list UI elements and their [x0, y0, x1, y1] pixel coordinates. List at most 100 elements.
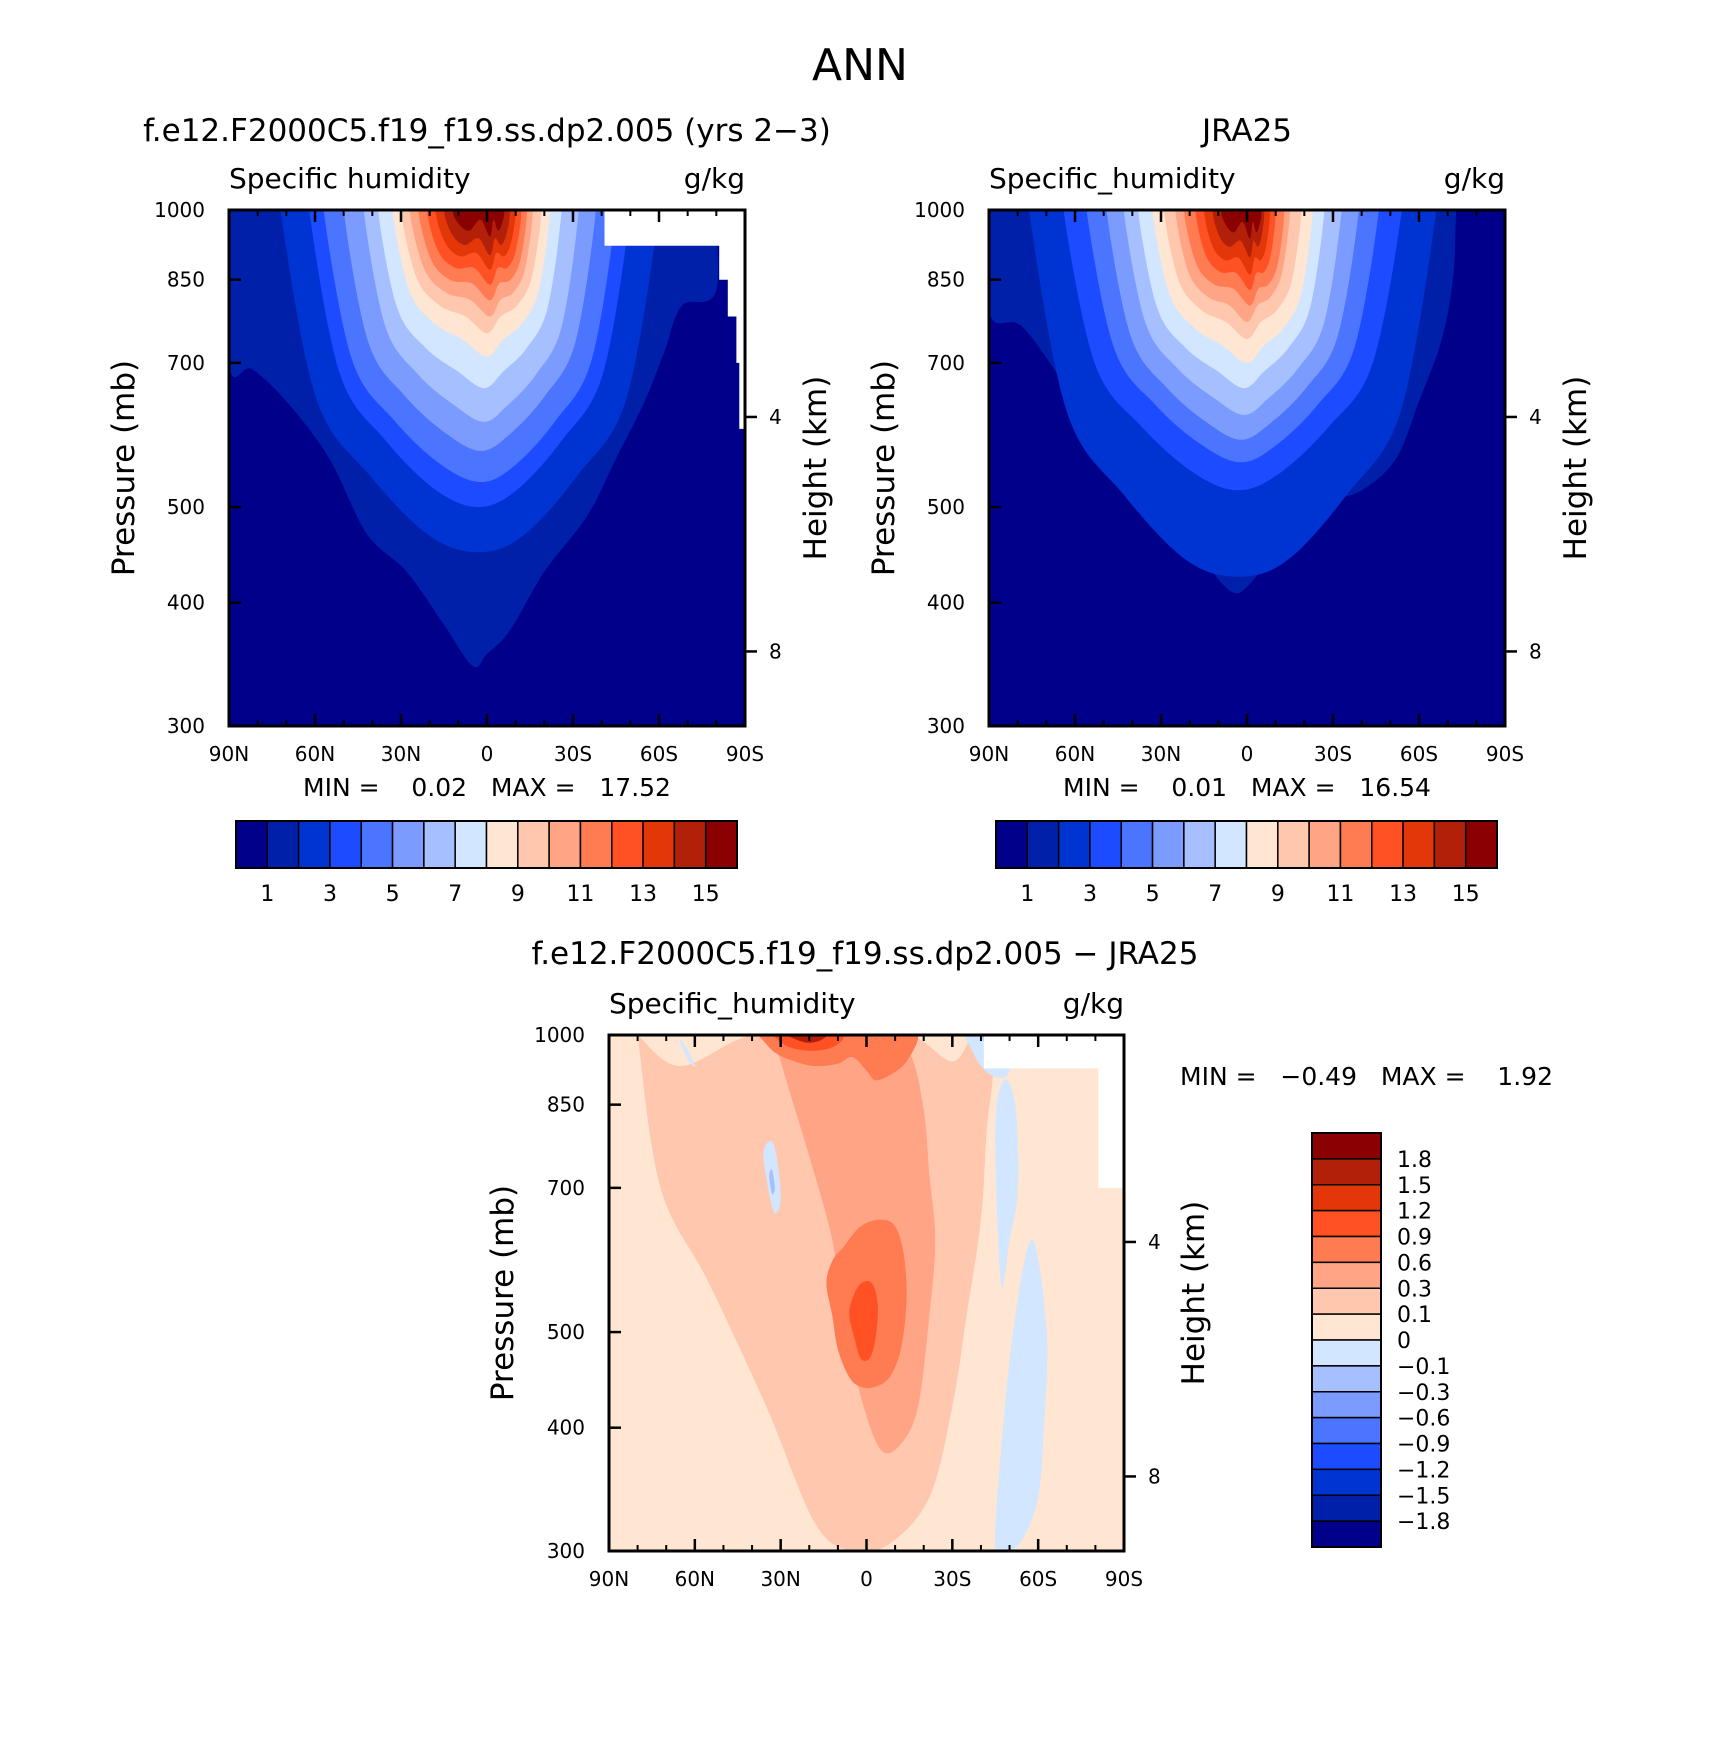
x-tick-label: 0	[1241, 742, 1254, 766]
field-label: Specific humidity	[229, 162, 471, 195]
colorbar-box	[1311, 1442, 1382, 1471]
colorbar-box	[704, 820, 738, 869]
colorbar-box	[1026, 820, 1060, 869]
colorbar-box	[1311, 1313, 1382, 1341]
panel-title: f.e12.F2000C5.f19_f19.ss.dp2.005 (yrs 2−…	[143, 113, 831, 149]
x-tick-label: 60N	[295, 742, 335, 766]
colorbar-box	[1311, 1365, 1382, 1393]
colorbar: 1 3 5 7 9 11 13 15	[995, 820, 1498, 907]
plot-axes: 90N 60N 30N 0 30S 60S 90S 300 400 500 700 850 1000 8 4	[534, 1023, 1161, 1591]
contour-band-12	[768, 1035, 844, 1051]
colorbar-box	[266, 820, 300, 869]
colorbar-box	[1311, 1494, 1382, 1522]
y-tick-label: 850	[927, 268, 965, 292]
colorbar-box	[611, 820, 644, 869]
y2-tick-label: 8	[769, 639, 782, 663]
contour-plot	[229, 210, 745, 726]
y2-tick-label: 4	[1148, 1230, 1161, 1254]
colorbar-box	[1057, 820, 1091, 869]
panel-title: JRA25	[1200, 113, 1292, 149]
panel-reanalysis: JRA25 Specific_humidity g/kg 90N 60N 30N 0 3…	[866, 113, 1594, 907]
y-tick-label: 400	[927, 591, 965, 615]
colorbar-tick-label: −1.2	[1397, 1458, 1450, 1483]
y-tick-label: 400	[547, 1416, 585, 1440]
colorbar-box	[1214, 820, 1248, 869]
colorbar-box	[1089, 820, 1122, 869]
colorbar-box	[1311, 1339, 1382, 1367]
x-tick-label: 90N	[589, 1567, 629, 1591]
colorbar-box	[1464, 820, 1498, 869]
y-axis-title: Pressure (mb)	[866, 360, 902, 576]
colorbar-box	[995, 820, 1029, 869]
y-tick-label: 1000	[914, 198, 965, 222]
colorbar-box	[297, 820, 331, 869]
colorbar-box	[1120, 820, 1154, 869]
y-tick-label: 400	[167, 591, 205, 615]
y-tick-label: 1000	[534, 1023, 585, 1047]
contour-band-7	[679, 1038, 695, 1067]
field-label: Specific_humidity	[989, 162, 1236, 195]
x-tick-label: 30N	[1141, 742, 1181, 766]
panel-difference: f.e12.F2000C5.f19_f19.ss.dp2.005 − JRA25…	[485, 936, 1553, 1591]
y2-tick-label: 4	[769, 405, 782, 429]
x-tick-label: 30N	[760, 1567, 800, 1591]
colorbar-tick-label: 9	[511, 882, 525, 907]
colorbar: 1 3 5 7 9 11 13 15	[235, 820, 738, 907]
colorbar-tick-label: 7	[1208, 882, 1222, 907]
x-tick-label: 60N	[1055, 742, 1095, 766]
x-tick-label: 60S	[640, 742, 678, 766]
x-tick-label: 90S	[726, 742, 764, 766]
colorbar-box	[1151, 820, 1185, 869]
colorbar-tick-label: 5	[1146, 882, 1160, 907]
y-axis-title: Pressure (mb)	[106, 360, 142, 576]
contour-band-15	[1221, 210, 1262, 239]
colorbar-tick-label: 11	[566, 882, 594, 907]
colorbar-box	[517, 820, 550, 869]
colorbar-tick-label: −0.6	[1397, 1407, 1450, 1432]
x-tick-label: 0	[860, 1567, 873, 1591]
min-max-label: MIN = −0.49 MAX = 1.92	[1180, 1062, 1553, 1091]
y-tick-label: 700	[167, 351, 205, 375]
colorbar-tick-label: 0.1	[1397, 1303, 1432, 1328]
y-tick-label: 850	[167, 268, 205, 292]
colorbar-box	[673, 820, 707, 869]
colorbar-box	[1402, 820, 1436, 869]
x-tick-label: 30S	[933, 1567, 971, 1591]
colorbar-box	[360, 820, 394, 869]
colorbar-tick-label: −1.5	[1397, 1484, 1450, 1509]
colorbar-tick-label: 0.9	[1397, 1226, 1432, 1251]
colorbar-tick-label: 1.8	[1397, 1148, 1432, 1173]
colorbar-tick-label: 11	[1326, 882, 1354, 907]
colorbar-tick-label: 1.5	[1397, 1174, 1432, 1199]
colorbar-box	[1339, 820, 1373, 869]
colorbar-box	[1311, 1391, 1382, 1419]
units-label: g/kg	[1444, 162, 1505, 195]
y2-axis-title: Height (km)	[1558, 376, 1594, 561]
colorbar-box	[1311, 1520, 1382, 1548]
x-tick-label: 90N	[969, 742, 1009, 766]
colorbar-box	[391, 820, 425, 869]
colorbar-tick-label: −0.3	[1397, 1381, 1450, 1406]
colorbar-tick-label: 15	[692, 882, 720, 907]
colorbar-box	[1311, 1184, 1382, 1212]
colorbar-tick-label: −1.8	[1397, 1510, 1450, 1535]
colorbar-frame	[235, 820, 738, 869]
colorbar-box	[1183, 820, 1216, 869]
missing-data-region	[983, 1035, 1124, 1188]
colorbar-box	[454, 820, 488, 869]
y-tick-label: 700	[927, 351, 965, 375]
plot-axes: 90N 60N 30N 0 30S 60S 90S 300 400 500 700 850 1000 8 4	[154, 198, 782, 766]
colorbar-box	[1311, 1209, 1382, 1238]
y-tick-label: 850	[547, 1093, 585, 1117]
colorbar-box	[1433, 820, 1467, 869]
colorbar-box	[1277, 820, 1310, 869]
colorbar-frame	[1311, 1132, 1382, 1548]
colorbar-tick-label: 5	[386, 882, 400, 907]
min-max-label: MIN = 0.02 MAX = 17.52	[303, 773, 671, 802]
colorbar-box	[1308, 820, 1342, 869]
contour-band-7	[994, 1239, 1048, 1551]
x-tick-label: 60N	[675, 1567, 715, 1591]
x-tick-label: 30N	[381, 742, 421, 766]
colorbar-tick-label: 3	[323, 882, 337, 907]
y-tick-label: 500	[547, 1320, 585, 1344]
